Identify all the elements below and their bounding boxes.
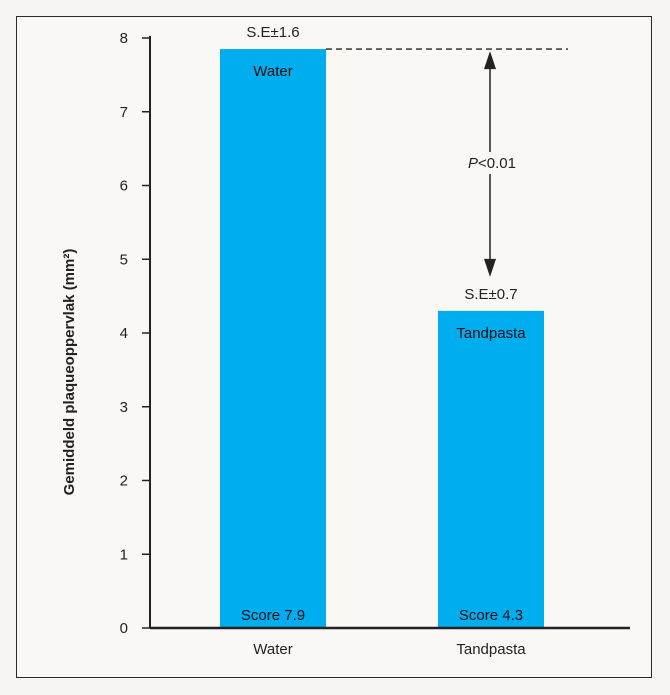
bar-1 bbox=[220, 49, 326, 628]
y-tick-label: 3 bbox=[120, 399, 128, 416]
x-tick-label: Tandpasta bbox=[456, 641, 526, 658]
chart-frame bbox=[16, 16, 652, 678]
y-tick-label: 5 bbox=[120, 251, 128, 268]
y-axis: 0 1 2 3 4 5 6 7 8 bbox=[120, 30, 151, 637]
p-value-label: P<0.01 bbox=[468, 155, 516, 172]
p-value-background bbox=[454, 151, 530, 174]
bar-score-label: Score 4.3 bbox=[459, 607, 523, 624]
x-axis: Water Tandpasta bbox=[150, 626, 630, 658]
y-axis-title: Gemiddeld plaqueoppervlak (mm²) bbox=[61, 249, 78, 496]
x-tick-label: Water bbox=[253, 641, 292, 658]
arrow-head-down bbox=[484, 258, 496, 277]
y-tick-label: 4 bbox=[120, 325, 128, 342]
y-tick-label: 1 bbox=[120, 546, 128, 563]
y-tick-label: 8 bbox=[120, 30, 128, 47]
bar-se-label: S.E±1.6 bbox=[246, 24, 299, 41]
y-tick-label: 2 bbox=[120, 473, 128, 490]
bar-2 bbox=[438, 310, 544, 628]
p-value-threshold: <0.01 bbox=[478, 155, 516, 172]
bar-se-label: S.E±0.7 bbox=[464, 286, 517, 303]
bar-inner-label: Tandpasta bbox=[456, 325, 526, 342]
p-value-symbol: P bbox=[468, 155, 478, 172]
y-tick-label: 0 bbox=[120, 620, 128, 637]
arrow-head-up bbox=[484, 51, 496, 70]
y-tick-label: 7 bbox=[120, 104, 128, 121]
annotations: P<0.01 bbox=[326, 48, 568, 277]
y-tick-label: 6 bbox=[120, 178, 128, 195]
bar-score-label: Score 7.9 bbox=[241, 607, 305, 624]
bars: Water Score 7.9 S.E±1.6 Tandpasta Score 4.3 S… bbox=[220, 24, 544, 628]
bar-inner-label: Water bbox=[253, 63, 292, 80]
